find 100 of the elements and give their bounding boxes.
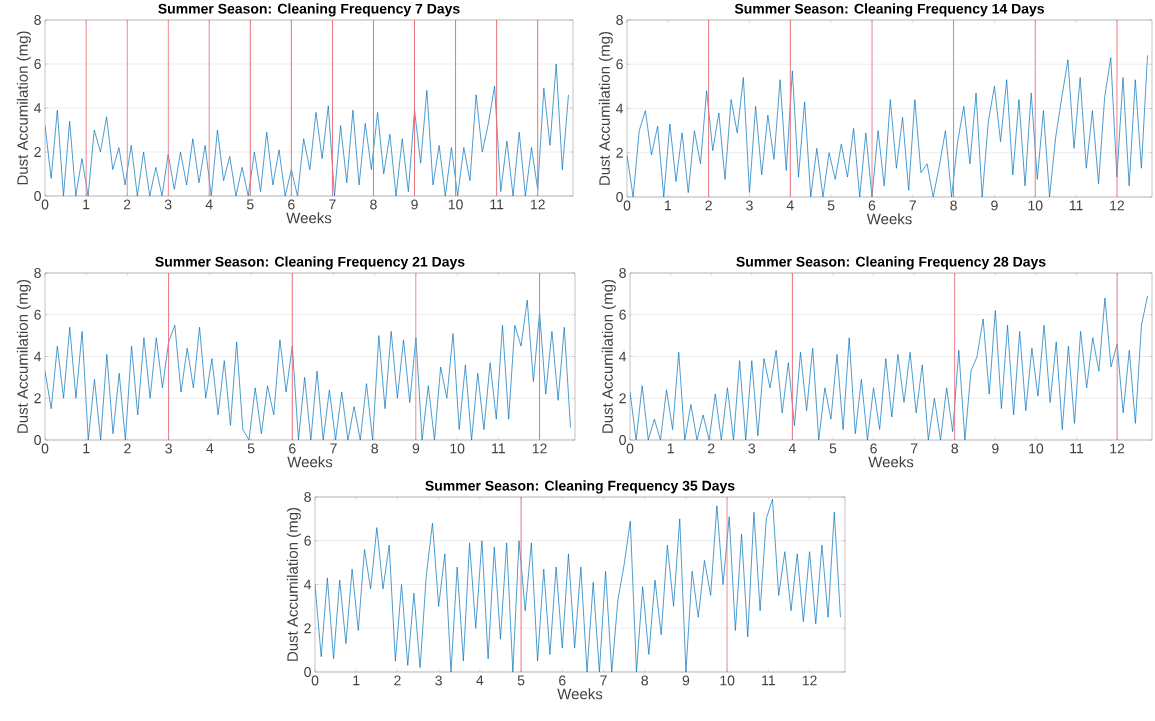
x-tick-label: 1	[665, 200, 672, 211]
y-tick-label: 6	[34, 309, 41, 320]
x-tick-label: 7	[909, 200, 916, 211]
x-tick-label: 5	[517, 675, 525, 686]
y-tick-label: 0	[616, 192, 623, 202]
x-tick-label: 11	[762, 675, 775, 686]
y-axis-title: Dust Accumilation (mg)	[16, 31, 31, 185]
x-tick-label: 11	[492, 443, 505, 454]
x-tick-label: 7	[329, 199, 336, 210]
x-tick-label: 4	[786, 200, 794, 211]
x-tick-label: 10	[1029, 443, 1044, 454]
x-tick-label: 6	[559, 675, 566, 686]
y-tick-label: 4	[619, 351, 627, 362]
y-tick-label: 0	[34, 191, 41, 201]
x-tick-label: 2	[124, 443, 131, 454]
y-tick-label: 2	[304, 623, 311, 634]
x-tick-label: 6	[288, 199, 295, 210]
y-tick-label: 2	[619, 393, 626, 404]
x-tick-label: 8	[641, 675, 648, 686]
x-tick-label: 3	[435, 675, 442, 686]
x-tick-label: 10	[450, 443, 465, 454]
x-tick-label: 6	[870, 443, 877, 454]
x-tick-label: 0	[311, 675, 319, 686]
x-tick-label: 11	[1069, 200, 1083, 211]
x-tick-label: 5	[827, 200, 835, 211]
x-axis-title: Weeks	[286, 212, 332, 224]
x-tick-label: 9	[682, 675, 690, 686]
y-axis-title: Dust Accumilation (mg)	[286, 507, 301, 661]
x-axis-title: Weeks	[866, 213, 912, 225]
x-tick-label: 3	[165, 443, 172, 454]
chart-title: Summer Season: Cleaning Frequency 35 Days	[425, 480, 735, 494]
x-tick-label: 10	[1028, 200, 1043, 211]
x-tick-label: 7	[330, 443, 337, 454]
x-tick-label: 12	[530, 199, 545, 210]
y-tick-label: 8	[34, 15, 41, 25]
x-tick-label: 6	[868, 200, 876, 211]
x-tick-label: 0	[626, 443, 634, 454]
chart-title: Summer Season: Cleaning Frequency 7 Days	[158, 3, 460, 17]
y-axis-title: Dust Accumilation (mg)	[601, 279, 616, 433]
x-tick-label: 10	[720, 675, 735, 686]
y-tick-label: 2	[616, 147, 623, 158]
x-tick-label: 4	[206, 443, 214, 454]
x-axis-title: Weeks	[557, 688, 603, 700]
x-axis-title: Weeks	[868, 456, 914, 468]
x-tick-label: 7	[600, 675, 607, 686]
x-tick-label: 3	[746, 200, 753, 211]
x-tick-label: 12	[1110, 200, 1124, 211]
y-tick-label: 0	[304, 667, 311, 677]
x-tick-label: 4	[205, 199, 213, 210]
x-tick-label: 4	[476, 675, 484, 686]
y-tick-label: 8	[304, 492, 311, 502]
chart-title: Summer Season: Cleaning Frequency 21 Days	[155, 256, 465, 270]
y-tick-label: 8	[619, 268, 626, 278]
x-tick-label: 0	[41, 199, 49, 210]
x-tick-label: 12	[532, 443, 547, 454]
x-tick-label: 11	[1070, 443, 1084, 454]
y-tick-label: 4	[34, 103, 42, 113]
x-tick-label: 3	[164, 199, 172, 210]
x-tick-label: 2	[394, 675, 401, 686]
y-tick-label: 4	[304, 579, 312, 590]
x-tick-label: 11	[490, 199, 504, 210]
x-tick-label: 10	[448, 199, 463, 210]
x-tick-label: 7	[910, 443, 918, 454]
x-tick-label: 1	[83, 443, 90, 454]
x-tick-label: 8	[950, 200, 957, 211]
chart-title: Summer Season: Cleaning Frequency 14 Days	[734, 3, 1044, 17]
x-tick-label: 5	[247, 443, 255, 454]
x-tick-label: 5	[829, 443, 837, 454]
y-tick-label: 2	[34, 147, 41, 157]
x-tick-label: 9	[411, 199, 418, 210]
x-tick-label: 1	[83, 199, 90, 210]
y-tick-label: 0	[34, 435, 41, 445]
y-tick-label: 2	[34, 393, 41, 404]
x-tick-label: 6	[289, 443, 296, 454]
y-tick-label: 0	[619, 435, 626, 445]
x-tick-label: 4	[788, 443, 796, 454]
x-axis-title: Weeks	[287, 456, 333, 468]
x-tick-label: 8	[951, 443, 959, 454]
y-tick-label: 6	[619, 309, 626, 320]
y-tick-label: 6	[616, 59, 623, 70]
y-axis-title: Dust Accumilation (mg)	[16, 279, 31, 433]
x-tick-label: 12	[802, 675, 817, 686]
x-tick-label: 9	[991, 200, 998, 211]
x-tick-label: 0	[41, 443, 49, 454]
x-tick-label: 9	[412, 443, 420, 454]
x-tick-label: 5	[246, 199, 254, 210]
y-tick-label: 4	[616, 103, 624, 114]
x-tick-label: 2	[705, 200, 712, 211]
y-tick-label: 6	[34, 59, 41, 69]
x-tick-label: 1	[353, 675, 360, 686]
y-tick-label: 8	[616, 15, 623, 25]
x-tick-label: 8	[371, 443, 378, 454]
x-tick-label: 12	[1110, 443, 1125, 454]
x-tick-label: 2	[708, 443, 715, 454]
y-tick-label: 8	[34, 268, 41, 278]
y-tick-label: 4	[34, 351, 42, 362]
chart-title: Summer Season: Cleaning Frequency 28 Days	[736, 256, 1046, 270]
x-tick-label: 2	[123, 199, 131, 210]
x-tick-label: 9	[992, 443, 999, 454]
y-axis-title: Dust Accumilation (mg)	[598, 31, 613, 185]
